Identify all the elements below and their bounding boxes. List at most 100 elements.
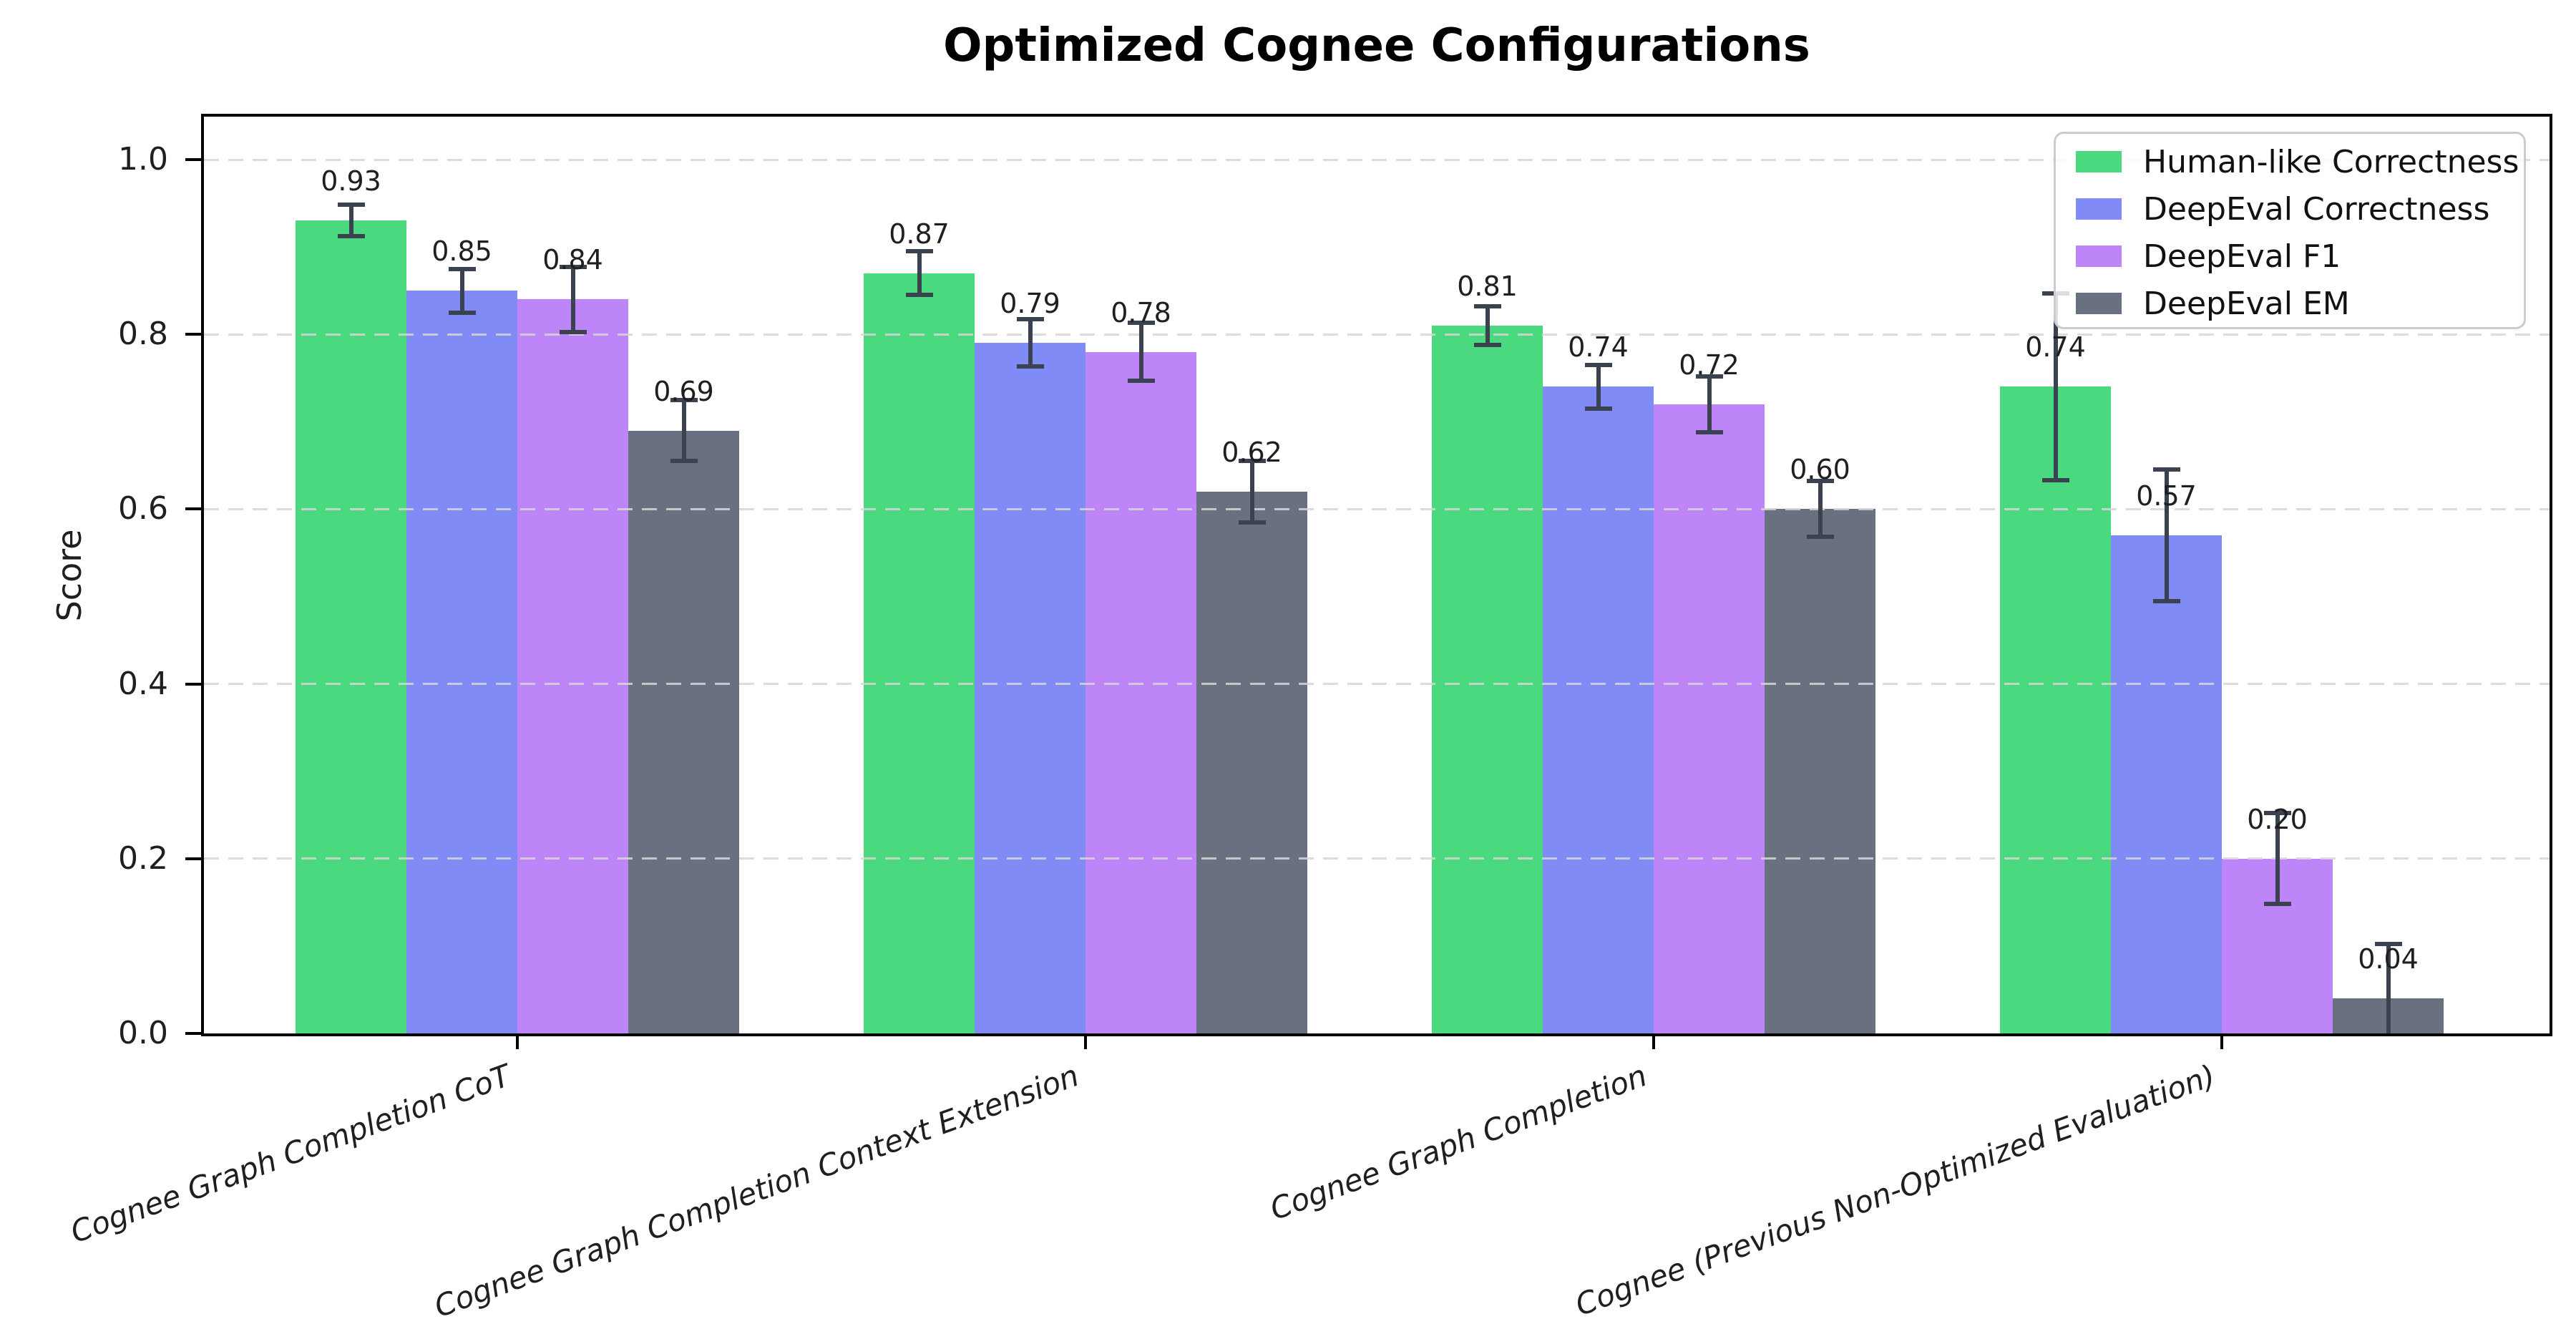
error-bar-cap-bottom — [448, 310, 476, 315]
y-tick-label: 0.6 — [118, 490, 168, 527]
legend-swatch-2 — [2076, 245, 2122, 267]
bar-value-label: 0.74 — [1568, 331, 1629, 364]
error-bar-cap-bottom — [559, 329, 587, 334]
legend-swatch-0 — [2076, 151, 2122, 172]
error-bar-cap-top — [2374, 942, 2402, 947]
error-bar-cap-top — [1584, 362, 1612, 367]
legend-items: Human-like Correctness DeepEval Correctne… — [2056, 138, 2524, 327]
error-bar-line — [459, 268, 464, 313]
gridline — [204, 158, 2550, 161]
bar-value-label: 0.69 — [653, 375, 714, 407]
error-bar-cap-bottom — [905, 293, 933, 298]
error-bar-line — [2386, 944, 2391, 1033]
legend: Human-like Correctness DeepEval Correctne… — [2054, 132, 2526, 329]
error-bar-cap-top — [1695, 374, 1723, 379]
bar-s2-c1 — [1085, 351, 1196, 1033]
y-tick-label: 0.2 — [118, 839, 168, 877]
bar-s0-c3 — [2000, 386, 2111, 1033]
error-bar-line — [2053, 293, 2058, 481]
page-root: { "chart_data": { "type": "bar", "title"… — [50, 19, 2552, 1324]
error-bar-cap-top — [1806, 479, 1834, 484]
y-tick-label: 0.4 — [118, 665, 168, 702]
bar-value-label: 0.87 — [889, 218, 950, 250]
bar-value-label: 0.20 — [2247, 803, 2308, 835]
error-bar-line — [1138, 323, 1143, 381]
error-bar-cap-bottom — [1238, 520, 1266, 525]
error-bar-cap-bottom — [1695, 429, 1723, 434]
error-bar-line — [1707, 376, 1712, 432]
error-bar-line — [681, 399, 686, 462]
error-bar-line — [348, 205, 353, 237]
error-bar-cap-top — [559, 265, 587, 270]
error-bar-cap-bottom — [2041, 478, 2069, 483]
bar-value-label: 0.79 — [1000, 288, 1060, 320]
gridline — [204, 333, 2550, 336]
plot-area: Score 0.0 0.2 0.4 0.6 0.8 1.0 0.93 0.87 0.81 0.74… — [50, 114, 2552, 1324]
x-tick-label: Cognee Graph Completion — [1265, 1058, 1652, 1227]
bar-value-label: 0.78 — [1111, 296, 1171, 328]
error-bar-cap-bottom — [2152, 598, 2180, 603]
legend-label: DeepEval F1 — [2143, 238, 2341, 275]
y-tick-label: 0.0 — [118, 1015, 168, 1051]
x-tick — [1084, 1036, 1087, 1049]
error-bar-cap-bottom — [1127, 378, 1155, 383]
bar-value-label: 0.81 — [1457, 270, 1518, 302]
error-bar-cap-bottom — [337, 234, 365, 239]
error-bar-line — [2164, 469, 2169, 601]
bar-s0-c1 — [864, 273, 975, 1033]
bar-value-label: 0.04 — [2358, 943, 2419, 975]
error-bar-cap-bottom — [1806, 535, 1834, 540]
y-tick-label: 1.0 — [118, 141, 168, 177]
gridline — [204, 857, 2550, 860]
legend-swatch-3 — [2076, 293, 2122, 314]
bar-value-label: 0.62 — [1221, 436, 1282, 468]
error-bar-cap-top — [1016, 317, 1044, 322]
x-tick — [2220, 1036, 2223, 1049]
bar-s1-c3 — [2111, 535, 2222, 1033]
y-tick — [185, 333, 201, 336]
y-tick — [185, 507, 201, 511]
error-bar-cap-top — [670, 397, 698, 402]
error-bar-line — [2275, 813, 2280, 905]
bar-s1-c1 — [975, 343, 1085, 1033]
y-axis-label: Score — [50, 529, 89, 621]
error-bar-cap-bottom — [1016, 364, 1044, 369]
error-bar-cap-top — [2263, 811, 2291, 816]
legend-row: Human-like Correctness — [2056, 138, 2524, 185]
error-bar-cap-bottom — [1584, 406, 1612, 411]
gridline — [204, 683, 2550, 686]
error-bar-line — [1249, 461, 1254, 522]
bar-s2-c2 — [1654, 404, 1765, 1033]
y-tick-label: 0.8 — [118, 316, 168, 353]
error-bar-cap-bottom — [1473, 342, 1501, 347]
bar-value-label: 0.93 — [321, 165, 381, 198]
error-bar-line — [1485, 306, 1490, 345]
bar-s2-c0 — [517, 299, 628, 1033]
bar-s3-c2 — [1765, 509, 1875, 1033]
legend-row: DeepEval EM — [2056, 280, 2524, 327]
error-bar-cap-top — [1127, 321, 1155, 326]
x-tick-label: Cognee Graph Completion Context Extensio… — [429, 1058, 1083, 1324]
error-bar-cap-bottom — [2263, 902, 2291, 907]
error-bar-line — [1596, 364, 1601, 409]
bar-s3-c0 — [628, 430, 739, 1033]
bar-s1-c2 — [1543, 386, 1654, 1033]
bar-s1-c0 — [406, 291, 517, 1033]
bar-value-label: 0.60 — [1790, 454, 1850, 486]
y-tick — [185, 158, 201, 161]
bar-value-label: 0.72 — [1679, 349, 1740, 381]
error-bar-cap-top — [448, 266, 476, 271]
legend-label: DeepEval EM — [2143, 285, 2350, 322]
legend-swatch-1 — [2076, 198, 2122, 220]
legend-row: DeepEval Correctness — [2056, 185, 2524, 233]
x-tick — [1652, 1036, 1655, 1049]
y-tick — [185, 857, 201, 860]
error-bar-cap-top — [1238, 459, 1266, 464]
chart-title: Optimized Cognee Configurations — [943, 19, 1810, 72]
x-tick-label: Cognee Graph Completion CoT — [66, 1058, 515, 1250]
error-bar-cap-top — [2152, 467, 2180, 472]
legend-label: Human-like Correctness — [2143, 143, 2519, 180]
error-bar-cap-top — [1473, 304, 1501, 309]
bar-value-label: 0.85 — [431, 235, 492, 268]
error-bar-line — [917, 251, 922, 296]
